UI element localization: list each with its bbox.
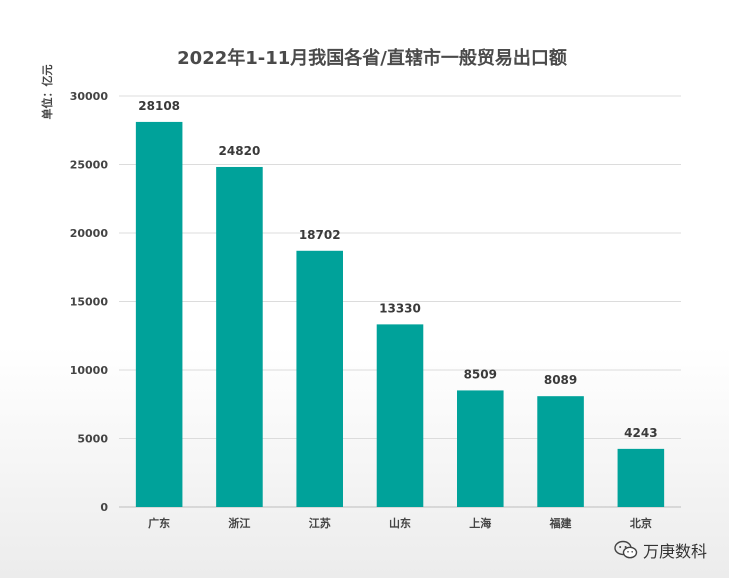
x-tick-label: 浙江 [228,516,250,530]
bar [296,250,343,507]
data-label: 8089 [544,373,577,387]
x-axis-ticks: 广东 浙江 江苏 山东 上海 福建 北京 [148,516,652,530]
x-tick-label: 江苏 [309,516,331,530]
x-tick-label: 山东 [389,516,411,530]
y-tick-label: 0 [100,501,108,514]
chart-title: 2022年1-11月我国各省/直辖市一般贸易出口额 [177,47,567,69]
watermark: 万庚数科 [614,538,707,562]
bars [135,121,665,507]
y-axis-unit-label: 单位：亿元 [40,65,54,120]
x-tick-label: 广东 [148,516,170,530]
watermark-text: 万庚数科 [642,542,707,561]
x-tick-label: 福建 [549,516,573,530]
bar [617,448,665,507]
data-label: 18702 [299,228,341,242]
y-tick-label: 5000 [77,433,108,446]
data-label: 4243 [624,426,657,440]
bar [216,166,263,507]
data-label: 8509 [464,367,497,381]
y-tick-label: 20000 [70,227,109,240]
y-tick-label: 25000 [70,159,109,172]
data-labels: 28108 24820 18702 13330 8509 8089 4243 [138,99,657,440]
y-tick-label: 15000 [70,296,109,309]
y-tick-label: 10000 [70,364,109,377]
data-label: 28108 [138,99,180,113]
bar [537,396,584,507]
bar [457,390,504,507]
bar [135,121,183,507]
y-axis-ticks: 0 5000 10000 15000 20000 25000 30000 [70,90,109,514]
data-label: 13330 [379,301,421,315]
wechat-icon [614,540,638,559]
bar [376,324,424,507]
x-tick-label: 上海 [469,516,491,530]
data-label: 24820 [219,144,261,158]
x-tick-label: 北京 [630,516,652,530]
y-tick-label: 30000 [70,90,109,103]
